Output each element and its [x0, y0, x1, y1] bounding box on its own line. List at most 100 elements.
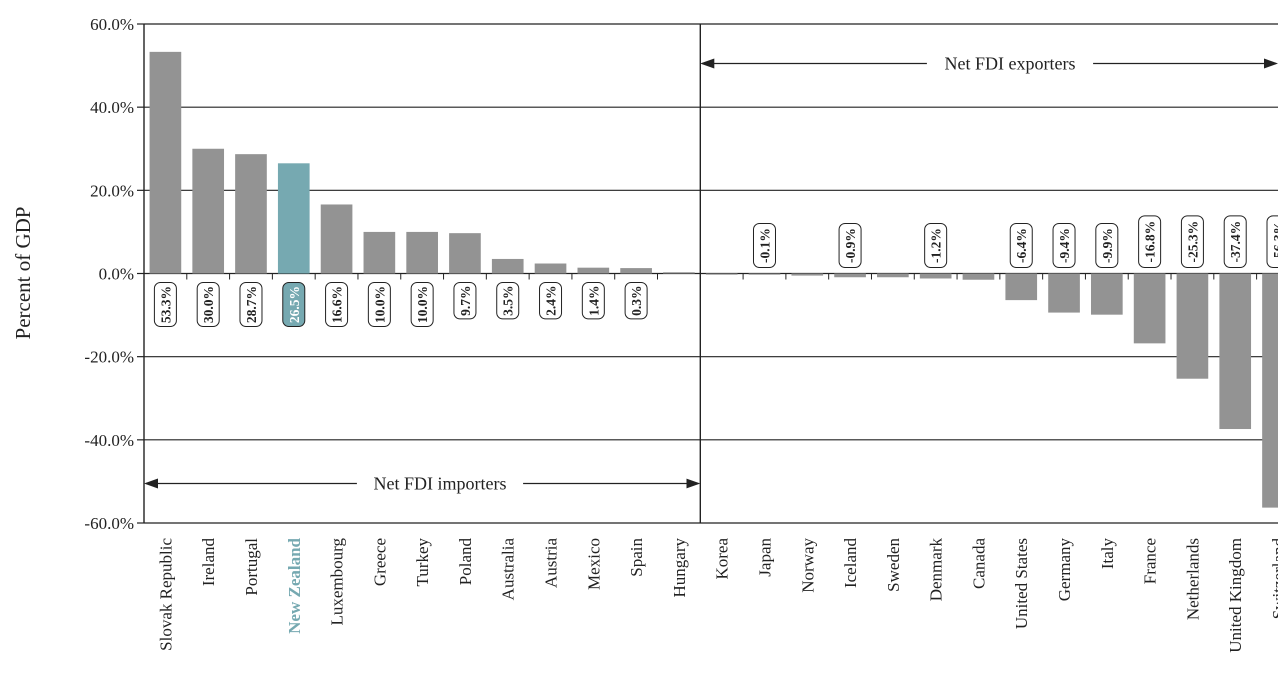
bar [406, 231, 438, 274]
category-labels: Slovak Republic Ireland Portugal New Zealan… [156, 537, 1278, 652]
category-label: New Zealand [285, 537, 304, 633]
data-label-box [1266, 215, 1278, 268]
category-label: Poland [456, 538, 475, 586]
data-label: 26.5% [287, 286, 302, 323]
importers-label: Net FDI importers [374, 473, 507, 493]
bar [1090, 273, 1123, 315]
data-label: 28.7% [244, 286, 259, 323]
category-label: Hungary [670, 538, 689, 598]
axes [137, 23, 1258, 524]
data-label: -6.4% [1014, 228, 1029, 263]
y-tick-label: -20.0% [84, 348, 134, 367]
data-label: -0.9% [843, 228, 858, 263]
category-label: United Kingdom [1226, 538, 1245, 653]
bar [1262, 273, 1278, 508]
importers-bg [356, 469, 524, 496]
data-label-box [752, 223, 776, 268]
bar [192, 148, 225, 274]
bars [149, 51, 1278, 508]
data-label: -56.3% [1271, 221, 1278, 263]
y-tick-label: 0.0% [99, 265, 134, 284]
bar [1219, 273, 1252, 430]
bar [149, 51, 182, 274]
category-label: Denmark [927, 538, 946, 602]
data-label-box [624, 282, 648, 320]
y-tick-label: 40.0% [90, 98, 134, 117]
data-label-box [496, 282, 520, 320]
annotations: Net FDI importers Net FDI exporters [144, 49, 1278, 496]
category-label: Australia [499, 538, 518, 601]
category-label: Switzerland [1269, 538, 1278, 620]
data-label: -25.3% [1185, 221, 1200, 263]
data-label: 30.0% [201, 286, 216, 323]
exporters-bg [926, 49, 1094, 76]
y-tick-label: -40.0% [84, 431, 134, 450]
bar [491, 258, 524, 274]
data-label: 3.5% [501, 286, 516, 316]
category-label: France [1141, 538, 1160, 584]
category-label: Norway [798, 538, 817, 593]
bar [534, 263, 567, 274]
data-label-box [196, 282, 220, 327]
data-label: 10.0% [372, 286, 387, 323]
bar [1176, 273, 1209, 379]
bar [320, 204, 353, 274]
bar [577, 267, 610, 274]
bar [1133, 273, 1166, 344]
bar [834, 273, 866, 278]
data-label-box [539, 282, 563, 320]
y-tick-label: 20.0% [90, 181, 134, 200]
data-label-box [581, 282, 605, 320]
data-label: -0.1% [757, 228, 772, 263]
data-label-box [325, 282, 349, 327]
data-label-box [1180, 215, 1204, 268]
data-label-box [410, 282, 434, 327]
category-label: Portugal [242, 538, 261, 596]
data-label: -37.4% [1228, 221, 1243, 263]
bar [791, 273, 824, 276]
bar [1005, 273, 1038, 301]
category-label: United States [1012, 538, 1031, 629]
category-label: Iceland [841, 538, 860, 589]
data-labels: 53.3% 30.0% 28.7% 26.5% 16.6% 10.0% 10.0% 9.7% 3… [153, 215, 1278, 327]
data-label-box [1052, 223, 1076, 268]
bar [449, 233, 481, 274]
bar [277, 163, 310, 274]
y-tick-label: -60.0% [84, 514, 134, 533]
category-label: Greece [370, 538, 389, 586]
data-label: 16.6% [330, 286, 345, 323]
bar [620, 268, 652, 274]
y-tick-labels: 60.0% 40.0% 20.0% 0.0% -20.0% -40.0% -60.0% [84, 15, 134, 533]
data-label-box [1095, 223, 1119, 268]
data-label-box [924, 223, 948, 268]
data-label: -1.2% [929, 228, 944, 263]
bar [962, 273, 995, 280]
data-label-box [838, 223, 862, 268]
category-label: Mexico [584, 538, 603, 590]
data-label: 0.3% [629, 286, 644, 316]
data-label: 53.3% [158, 286, 173, 323]
category-label: Spain [627, 538, 646, 577]
category-label: Slovak Republic [156, 538, 175, 651]
data-label: 1.4% [586, 286, 601, 316]
category-label: Ireland [199, 538, 218, 587]
exporters-label: Net FDI exporters [945, 54, 1076, 74]
data-label-box [282, 282, 306, 327]
category-label: Sweden [884, 538, 903, 592]
category-label: Canada [969, 538, 988, 589]
y-tick-label: 60.0% [90, 15, 134, 34]
bar [748, 273, 781, 275]
category-label: Italy [1098, 538, 1117, 570]
data-label-box [1138, 215, 1162, 268]
category-label: Turkey [413, 538, 432, 587]
bar [877, 273, 909, 278]
data-label-box [367, 282, 391, 327]
category-label: Austria [542, 538, 561, 589]
data-label: 10.0% [415, 286, 430, 323]
data-label: 2.4% [544, 286, 559, 316]
data-label-box [453, 282, 477, 320]
bar [705, 273, 738, 275]
bar [1048, 273, 1080, 313]
bar [663, 272, 695, 274]
